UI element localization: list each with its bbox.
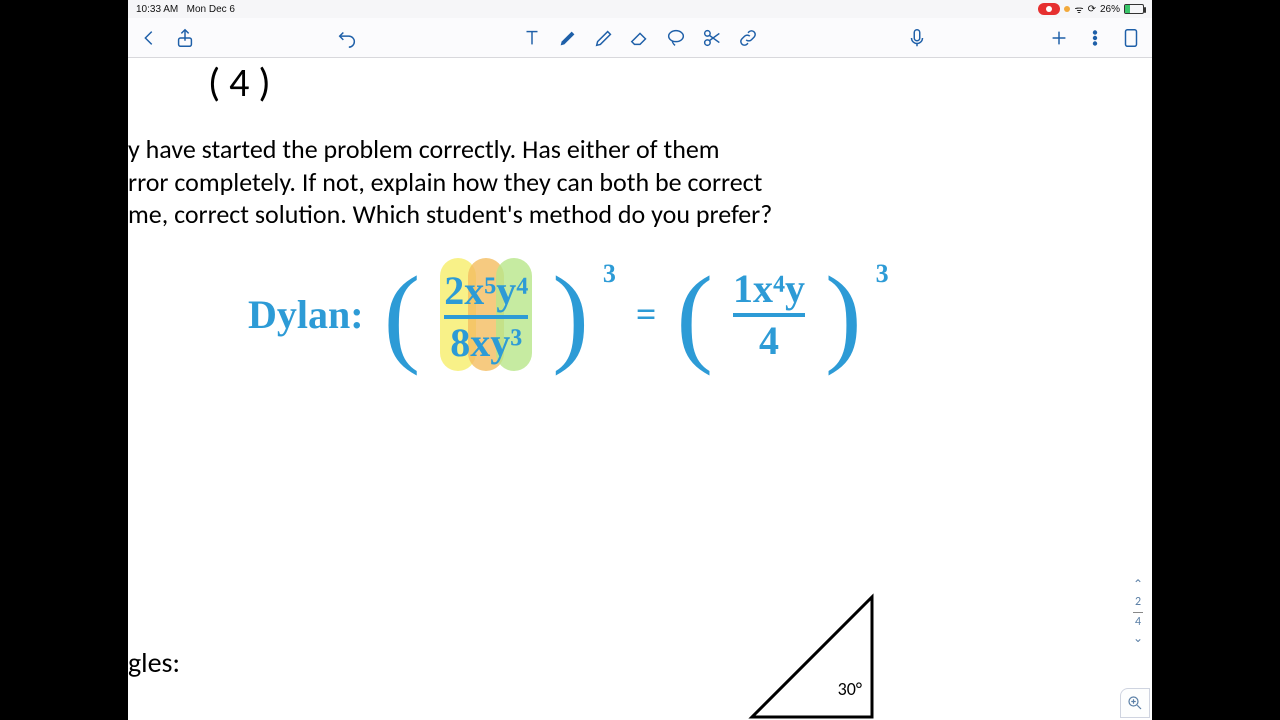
back-icon[interactable] [138, 27, 160, 49]
battery-percent: 26% [1100, 4, 1120, 15]
page-indicator[interactable]: ⌃ 2 4 ⌄ [1128, 578, 1148, 647]
add-icon[interactable] [1048, 27, 1070, 49]
app-toolbar [128, 18, 1152, 58]
para-line-2: rror completely. If not, explain how the… [128, 166, 948, 199]
right-paren-2: ) [825, 271, 862, 359]
privacy-dot-icon [1064, 6, 1070, 12]
page-current: 2 [1135, 595, 1141, 610]
right-paren-1: ) [552, 271, 589, 359]
lasso-tool-icon[interactable] [665, 27, 687, 49]
highlighter-tool-icon[interactable] [593, 27, 615, 49]
share-icon[interactable] [174, 27, 196, 49]
expr2-numerator: 1x⁴y [733, 269, 805, 309]
problem-paragraph: y have started the problem correctly. Ha… [128, 133, 948, 231]
expr2-power: 3 [876, 258, 889, 291]
expression-2: 1x⁴y 4 [733, 269, 805, 361]
fragment-bottom: gles: [128, 645, 180, 680]
more-icon[interactable] [1084, 27, 1106, 49]
wifi-icon: ᯤ [1074, 2, 1083, 16]
expr2-denominator: 4 [759, 321, 779, 361]
fragment-top: ( 4 ) [208, 58, 271, 108]
chevron-down-icon[interactable]: ⌄ [1133, 632, 1143, 647]
handwritten-work: Dylan: ( 2x⁵y⁴ 8xy³ ) 3 = ( 1x⁴y 4 [248, 258, 889, 371]
para-line-3: me, correct solution. Which student's me… [128, 198, 948, 231]
triangle-angle-label: 30° [838, 678, 862, 701]
link-tool-icon[interactable] [737, 27, 759, 49]
eraser-tool-icon[interactable] [629, 27, 651, 49]
expression-1: 2x⁵y⁴ 8xy³ [440, 258, 532, 371]
left-letterbox [0, 0, 128, 720]
chevron-up-icon[interactable]: ⌃ [1133, 578, 1143, 593]
date-text: Mon Dec 6 [187, 4, 235, 15]
left-paren-1: ( [384, 271, 421, 359]
mic-icon[interactable] [906, 27, 928, 49]
status-bar: 10:33 AM Mon Dec 6 ᯤ ⟳ 26% [128, 0, 1152, 18]
right-letterbox [1152, 0, 1280, 720]
battery-icon [1124, 4, 1144, 14]
expr1-numerator: 2x⁵y⁴ [444, 271, 528, 311]
note-canvas[interactable]: ( 4 ) y have started the problem correct… [128, 58, 1152, 720]
expr1-denominator: 8xy³ [450, 323, 522, 363]
ipad-screen: 10:33 AM Mon Dec 6 ᯤ ⟳ 26% [128, 0, 1152, 720]
orientation-lock-icon: ⟳ [1088, 4, 1096, 15]
page-total: 4 [1135, 615, 1141, 630]
pen-tool-icon[interactable] [557, 27, 579, 49]
scissors-tool-icon[interactable] [701, 27, 723, 49]
equals-sign: = [636, 292, 657, 337]
expr1-power: 3 [603, 258, 616, 291]
status-time: 10:33 AM Mon Dec 6 [136, 4, 235, 15]
undo-icon[interactable] [336, 27, 358, 49]
zoom-button[interactable] [1120, 688, 1150, 718]
pages-icon[interactable] [1120, 27, 1142, 49]
time-text: 10:33 AM [136, 4, 178, 15]
screen-record-indicator[interactable] [1038, 3, 1060, 15]
text-tool-icon[interactable] [521, 27, 543, 49]
student-name: Dylan: [248, 290, 364, 340]
para-line-1: y have started the problem correctly. Ha… [128, 133, 948, 166]
triangle-figure [732, 589, 892, 720]
left-paren-2: ( [676, 271, 713, 359]
